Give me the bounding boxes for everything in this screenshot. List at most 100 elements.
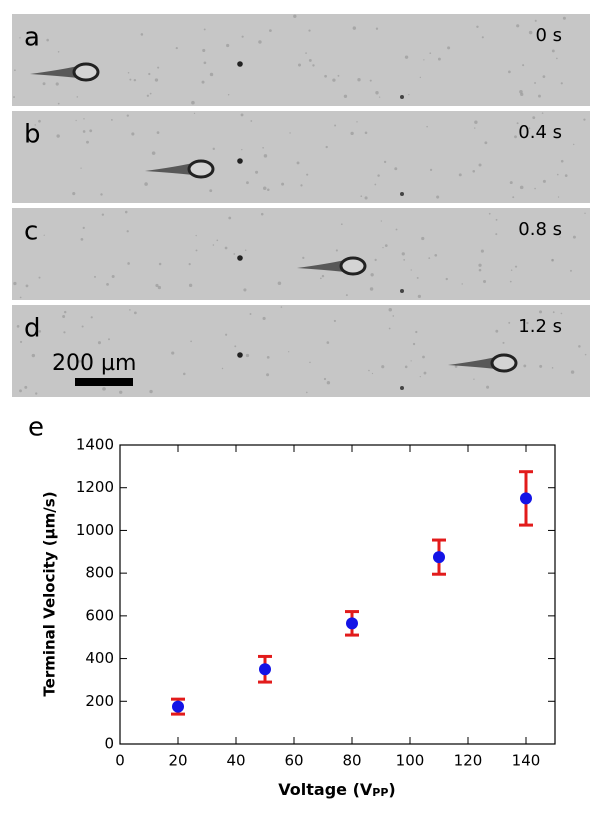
speck: [394, 167, 398, 171]
speck: [562, 16, 566, 20]
speck: [421, 236, 425, 241]
particle: [400, 289, 404, 293]
speck: [474, 120, 478, 124]
speck: [486, 385, 490, 389]
speck: [557, 196, 560, 198]
speck: [188, 262, 191, 266]
speck: [369, 287, 374, 291]
speck: [212, 147, 215, 151]
speck: [191, 100, 195, 105]
y-axis-label: Terminal Velocity (µm/s): [41, 491, 59, 696]
panel-label: a: [24, 23, 40, 53]
speck: [412, 342, 416, 346]
speck: [34, 124, 36, 126]
x-tick-label: 100: [396, 752, 425, 770]
speck: [495, 218, 498, 221]
speck: [90, 316, 93, 319]
droplet-tail: [297, 260, 345, 272]
speck: [100, 193, 103, 196]
speck: [201, 80, 205, 84]
scale-bar-label: 200 µm: [52, 351, 136, 376]
speck: [516, 122, 519, 125]
speck: [534, 187, 536, 190]
speck: [277, 281, 282, 286]
particle: [237, 61, 243, 67]
speck: [528, 30, 533, 35]
speck: [55, 82, 59, 86]
speck: [110, 118, 113, 121]
speck: [332, 78, 336, 82]
speck: [289, 132, 291, 134]
speck: [381, 365, 385, 369]
speck: [13, 281, 17, 286]
speck: [523, 364, 527, 368]
speck: [370, 273, 374, 277]
speck: [539, 310, 543, 314]
speck: [423, 59, 425, 61]
speck: [209, 72, 214, 77]
speck: [570, 269, 572, 272]
speck: [250, 120, 253, 122]
speck: [312, 64, 315, 67]
particle: [237, 352, 243, 358]
speck: [234, 345, 237, 348]
speck: [56, 134, 60, 138]
droplet-tail: [448, 357, 496, 369]
speck: [266, 373, 270, 377]
speck: [302, 256, 305, 259]
speck: [324, 74, 327, 78]
speck: [101, 213, 105, 216]
speck: [155, 283, 159, 288]
data-point: [346, 617, 358, 630]
speck: [154, 78, 159, 82]
speck: [428, 257, 431, 259]
speck: [195, 234, 197, 237]
speck: [42, 82, 46, 86]
speck: [262, 186, 267, 190]
speck: [246, 181, 249, 185]
micrograph: [12, 14, 590, 106]
speck: [410, 269, 412, 271]
speck: [509, 280, 512, 283]
speck: [560, 159, 564, 163]
speck: [510, 269, 513, 271]
speck: [374, 183, 377, 186]
speck: [27, 41, 31, 44]
speck: [63, 310, 67, 314]
speck: [472, 169, 476, 173]
speck: [111, 274, 115, 278]
speck: [534, 82, 536, 84]
speck: [86, 140, 89, 144]
speck: [308, 29, 311, 32]
x-axis-label-sub: PP: [372, 786, 388, 799]
speck: [82, 130, 86, 133]
speck: [221, 367, 224, 370]
speck: [63, 331, 66, 334]
speck: [551, 367, 554, 369]
micrograph: [12, 111, 590, 203]
speck: [190, 340, 192, 343]
speck: [146, 94, 150, 97]
speck: [519, 185, 524, 190]
speck: [538, 94, 541, 98]
speck: [551, 49, 555, 53]
speck: [570, 370, 575, 374]
speck: [534, 19, 537, 22]
speck: [371, 372, 374, 375]
speck: [25, 284, 29, 288]
speck: [481, 36, 484, 39]
speck: [240, 113, 244, 117]
data-point: [520, 492, 532, 505]
speck: [19, 296, 22, 299]
speck: [127, 262, 130, 265]
y-tick-label: 800: [85, 564, 114, 582]
x-axis-label-part: ): [388, 780, 395, 799]
time-label: 0 s: [535, 25, 562, 46]
speck: [578, 345, 581, 348]
speck: [436, 195, 440, 199]
speck: [76, 96, 79, 98]
speck: [255, 170, 259, 174]
speck: [552, 311, 555, 314]
plot-frame: [119, 444, 556, 745]
speck: [72, 192, 76, 196]
